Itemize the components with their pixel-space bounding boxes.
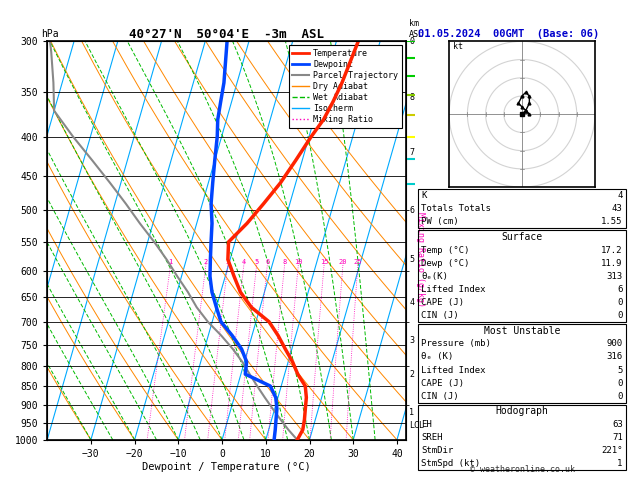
Text: 0: 0 bbox=[617, 379, 623, 388]
Text: 43: 43 bbox=[612, 204, 623, 213]
Text: 10: 10 bbox=[294, 259, 303, 265]
Title: 40°27'N  50°04'E  -3m  ASL: 40°27'N 50°04'E -3m ASL bbox=[129, 28, 324, 41]
Text: hPa: hPa bbox=[41, 29, 58, 39]
Text: 2: 2 bbox=[204, 259, 208, 265]
Text: StmSpd (kt): StmSpd (kt) bbox=[421, 459, 481, 469]
Text: 17.2: 17.2 bbox=[601, 245, 623, 255]
Text: 1: 1 bbox=[169, 259, 173, 265]
Text: Surface: Surface bbox=[501, 232, 543, 242]
Text: CAPE (J): CAPE (J) bbox=[421, 379, 464, 388]
Text: 1: 1 bbox=[409, 408, 415, 417]
Text: 3: 3 bbox=[409, 336, 415, 345]
Text: StmDir: StmDir bbox=[421, 446, 454, 455]
Text: LCL: LCL bbox=[409, 421, 425, 430]
Text: SREH: SREH bbox=[421, 433, 443, 442]
Text: Most Unstable: Most Unstable bbox=[484, 326, 560, 336]
Text: 4: 4 bbox=[242, 259, 246, 265]
Legend: Temperature, Dewpoint, Parcel Trajectory, Dry Adiabat, Wet Adiabat, Isotherm, Mi: Temperature, Dewpoint, Parcel Trajectory… bbox=[289, 46, 401, 128]
Text: Lifted Index: Lifted Index bbox=[421, 365, 486, 375]
Bar bbox=[418, 405, 626, 470]
Text: 900: 900 bbox=[606, 339, 623, 348]
Text: 1.55: 1.55 bbox=[601, 217, 623, 226]
Text: 5: 5 bbox=[255, 259, 259, 265]
Text: Hodograph: Hodograph bbox=[496, 406, 548, 417]
Text: Temp (°C): Temp (°C) bbox=[421, 245, 470, 255]
Text: Lifted Index: Lifted Index bbox=[421, 285, 486, 294]
Text: CIN (J): CIN (J) bbox=[421, 392, 459, 401]
Bar bbox=[418, 324, 626, 403]
Text: 25: 25 bbox=[353, 259, 362, 265]
Text: 8: 8 bbox=[282, 259, 287, 265]
Text: 0: 0 bbox=[617, 298, 623, 307]
X-axis label: Dewpoint / Temperature (°C): Dewpoint / Temperature (°C) bbox=[142, 462, 311, 471]
Text: 0: 0 bbox=[617, 311, 623, 320]
Text: 2: 2 bbox=[409, 370, 415, 379]
Bar bbox=[418, 189, 626, 228]
Text: 221°: 221° bbox=[601, 446, 623, 455]
Text: θₑ (K): θₑ (K) bbox=[421, 352, 454, 362]
Text: Mixing Ratio (g/kg): Mixing Ratio (g/kg) bbox=[416, 212, 425, 307]
Text: Pressure (mb): Pressure (mb) bbox=[421, 339, 491, 348]
Text: 01.05.2024  00GMT  (Base: 06): 01.05.2024 00GMT (Base: 06) bbox=[418, 29, 599, 39]
Text: Totals Totals: Totals Totals bbox=[421, 204, 491, 213]
Text: CIN (J): CIN (J) bbox=[421, 311, 459, 320]
Bar bbox=[418, 230, 626, 322]
Text: Dewp (°C): Dewp (°C) bbox=[421, 259, 470, 268]
Text: 20: 20 bbox=[338, 259, 347, 265]
Text: 6: 6 bbox=[409, 206, 415, 215]
Text: 0: 0 bbox=[617, 392, 623, 401]
Text: 11.9: 11.9 bbox=[601, 259, 623, 268]
Text: EH: EH bbox=[421, 420, 432, 429]
Text: 8: 8 bbox=[409, 92, 415, 102]
Text: 5: 5 bbox=[617, 365, 623, 375]
Text: θₑ(K): θₑ(K) bbox=[421, 272, 448, 281]
Text: 7: 7 bbox=[409, 148, 415, 157]
Text: km
ASL: km ASL bbox=[409, 19, 424, 39]
Text: 0: 0 bbox=[409, 37, 415, 46]
Text: 6: 6 bbox=[265, 259, 269, 265]
Text: 4: 4 bbox=[617, 191, 623, 200]
Text: kt: kt bbox=[453, 42, 463, 51]
Text: 6: 6 bbox=[617, 285, 623, 294]
Text: 1: 1 bbox=[617, 459, 623, 469]
Text: 5: 5 bbox=[409, 255, 415, 264]
Text: 316: 316 bbox=[606, 352, 623, 362]
Text: 63: 63 bbox=[612, 420, 623, 429]
Text: 15: 15 bbox=[320, 259, 328, 265]
Text: 71: 71 bbox=[612, 433, 623, 442]
Text: 313: 313 bbox=[606, 272, 623, 281]
Text: PW (cm): PW (cm) bbox=[421, 217, 459, 226]
Text: CAPE (J): CAPE (J) bbox=[421, 298, 464, 307]
Text: 3: 3 bbox=[226, 259, 230, 265]
Text: © weatheronline.co.uk: © weatheronline.co.uk bbox=[470, 465, 574, 474]
Text: K: K bbox=[421, 191, 427, 200]
Text: 4: 4 bbox=[409, 298, 415, 307]
